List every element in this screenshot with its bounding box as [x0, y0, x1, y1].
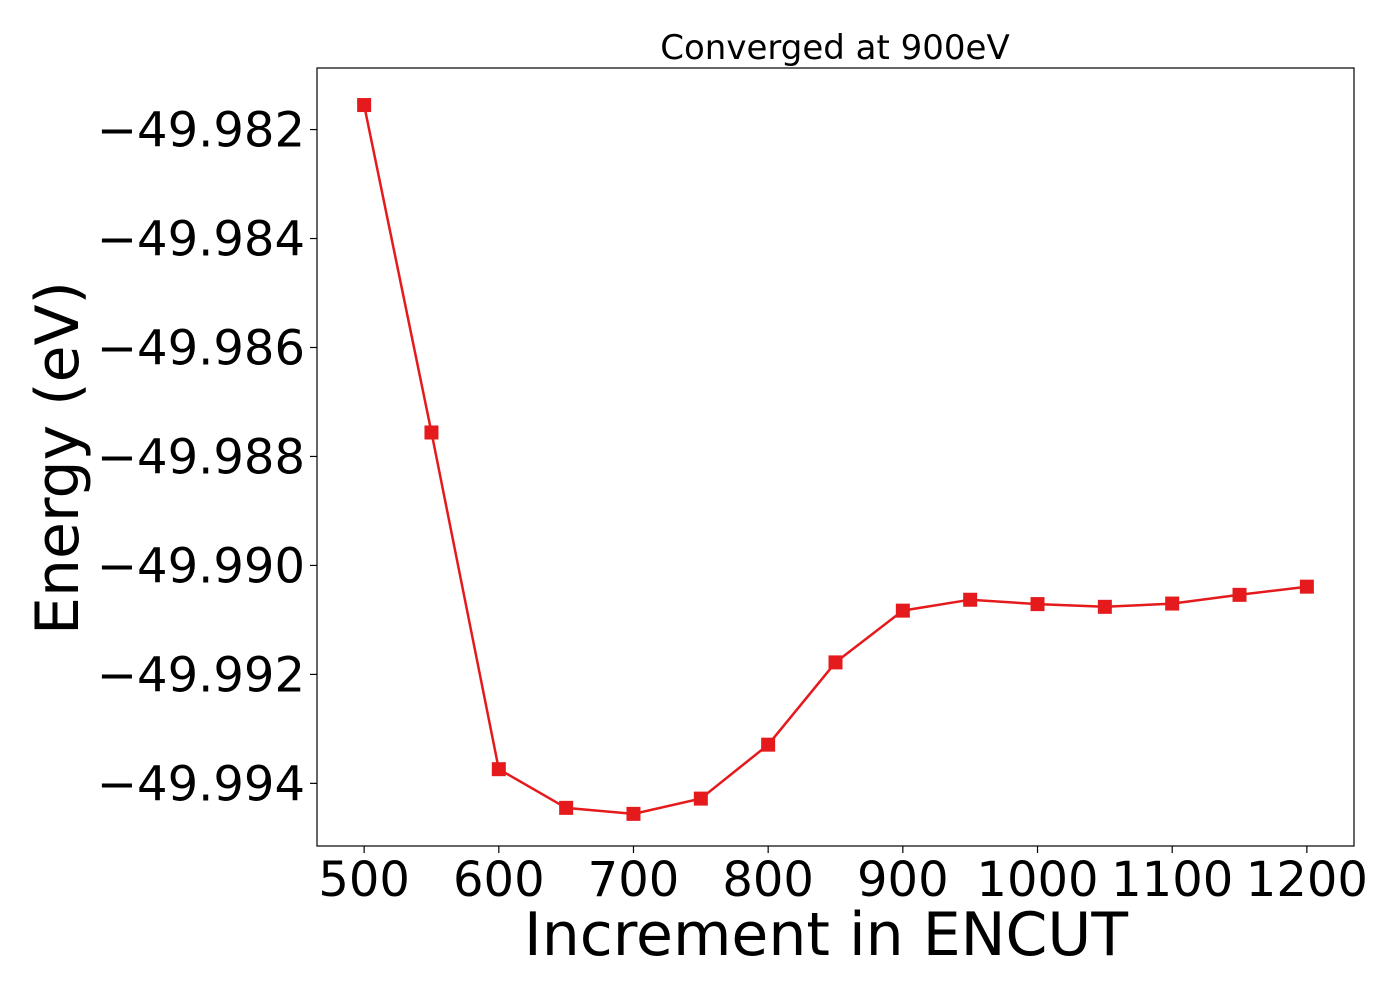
data-point — [491, 762, 506, 777]
y-tick-label: −49.990 — [97, 538, 305, 594]
data-point — [1097, 599, 1112, 614]
x-tick-label: 600 — [453, 852, 545, 908]
x-tick-label: 500 — [318, 852, 410, 908]
x-tick-label: 1100 — [1111, 852, 1233, 908]
y-axis-title: Energy (eV) — [23, 281, 93, 635]
data-point — [693, 791, 708, 806]
y-tick-label: −49.984 — [97, 212, 305, 268]
x-tick-label: 1200 — [1246, 852, 1368, 908]
chart-title: Converged at 900eV — [660, 28, 1009, 68]
data-point — [559, 800, 574, 815]
data-point — [1232, 587, 1247, 602]
data-point — [963, 592, 978, 607]
data-point — [1299, 579, 1314, 594]
y-tick-label: −49.994 — [97, 756, 305, 812]
y-tick-label: −49.988 — [97, 429, 305, 485]
y-tick-label: −49.982 — [97, 103, 305, 159]
data-point — [357, 98, 372, 113]
data-point — [828, 655, 843, 670]
plot-area — [357, 98, 1314, 821]
data-point — [424, 425, 439, 440]
x-tick-label: 900 — [857, 852, 949, 908]
data-point — [626, 806, 641, 821]
data-point — [1030, 597, 1045, 612]
y-axis: −49.982 −49.984 −49.986 −49.988 −49.990 −49.9… — [97, 103, 317, 812]
x-axis-title: Increment in ENCUT — [524, 900, 1128, 970]
data-point — [1165, 596, 1180, 611]
x-tick-label: 800 — [722, 852, 814, 908]
y-tick-label: −49.992 — [97, 647, 305, 703]
data-point — [761, 737, 776, 752]
x-axis: 500 600 700 800 900 1000 1100 1200 — [318, 846, 1368, 908]
plot-frame — [316, 67, 1355, 847]
y-tick-label: −49.986 — [97, 320, 305, 376]
data-point — [895, 603, 910, 618]
x-tick-label: 700 — [588, 852, 680, 908]
x-tick-label: 1000 — [976, 852, 1098, 908]
series-line — [362, 104, 1308, 816]
